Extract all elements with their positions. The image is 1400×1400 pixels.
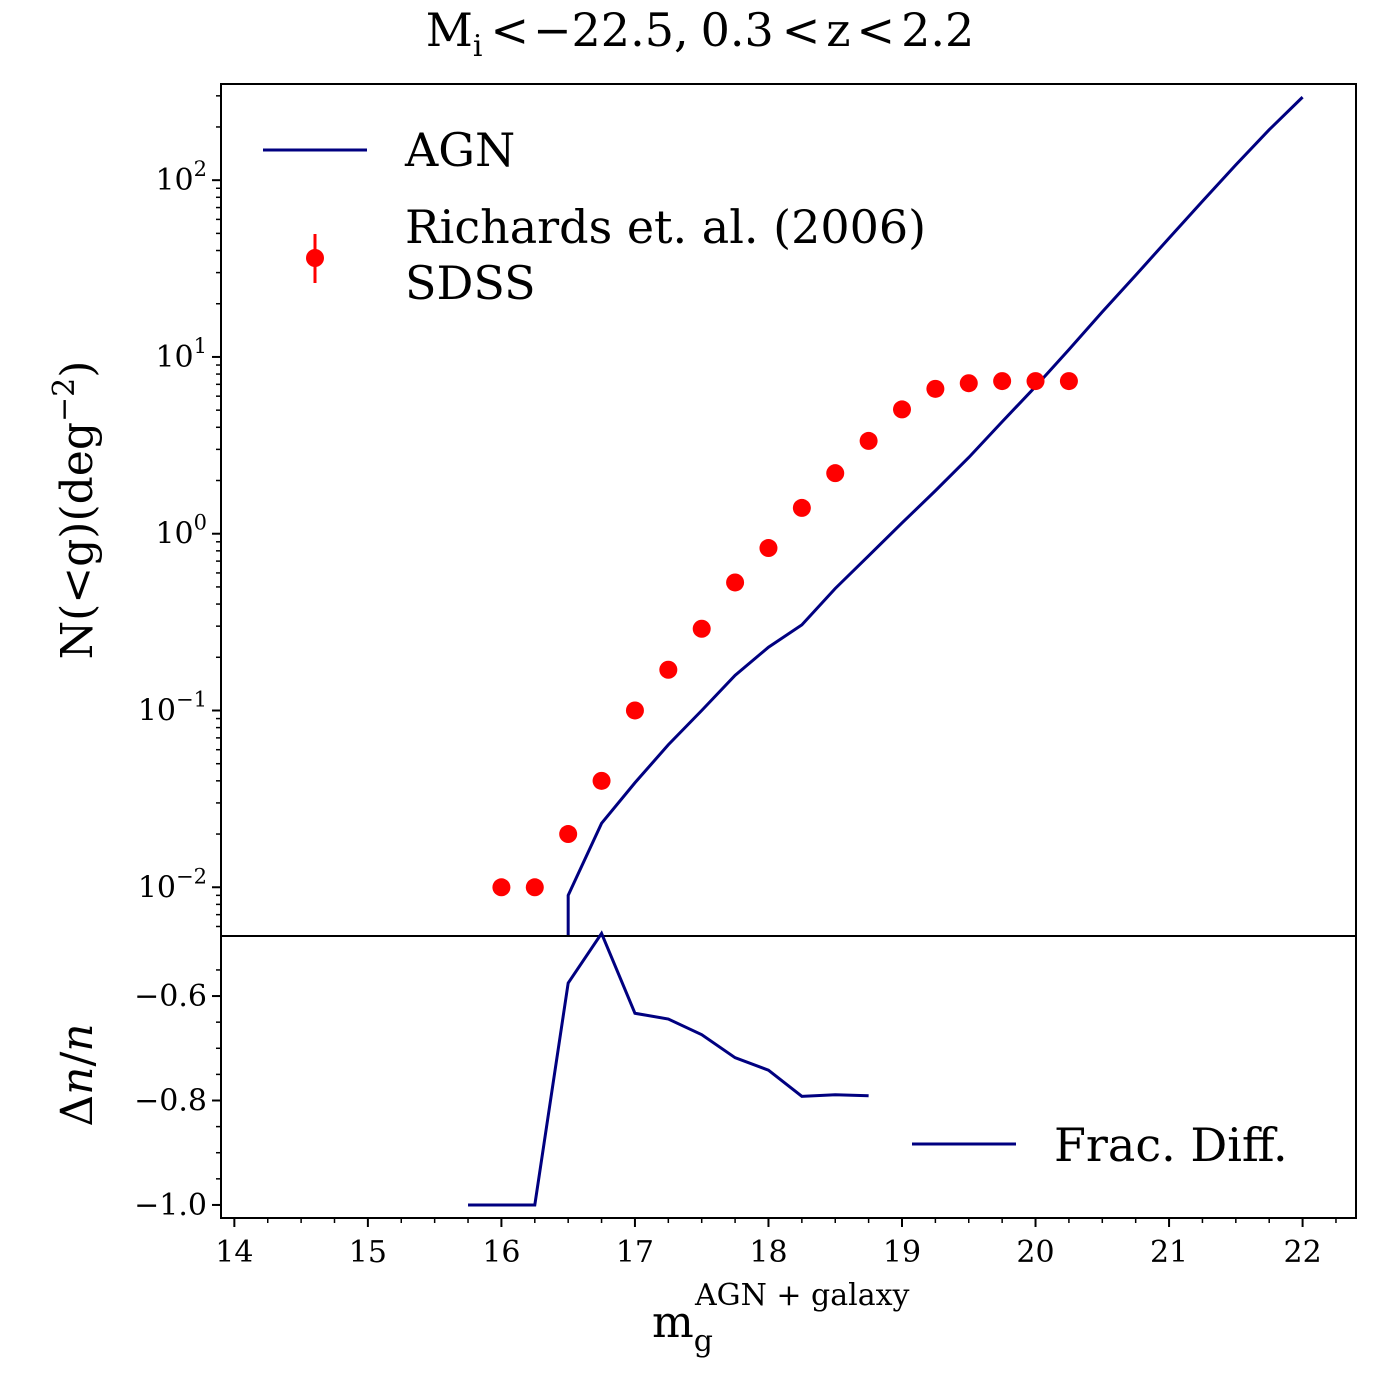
x-tick-label: 15 <box>349 1235 387 1270</box>
x-tick-label: 18 <box>749 1235 787 1270</box>
x-tick-label: 22 <box>1283 1235 1321 1270</box>
sdss-point <box>525 878 544 897</box>
x-axis-label: mgAGN + galaxy <box>652 1278 910 1359</box>
legend-sdss-marker <box>306 249 324 267</box>
bottom-panel-frame <box>220 935 1357 1219</box>
bottom-panel: −0.6 −0.8 −1.0 14 15 16 17 18 19 20 21 22 Δn/n mgA… <box>52 930 1357 1359</box>
agn-series-line <box>566 96 1304 936</box>
top-minor-ticks <box>216 95 221 928</box>
sdss-point <box>826 464 845 483</box>
sdss-point <box>625 701 644 720</box>
x-tick-label: 14 <box>215 1235 253 1270</box>
legend-frac-diff-label: Frac. Diff. <box>1054 1118 1288 1172</box>
top-y-tick-label: 10−1 <box>138 687 207 728</box>
sdss-point <box>559 825 578 844</box>
sdss-point <box>893 400 911 419</box>
frac-diff-series-line <box>468 930 869 1207</box>
legend-sdss-label-line2: SDSS <box>405 256 536 310</box>
sdss-point <box>726 573 745 592</box>
sdss-point <box>659 660 678 679</box>
bottom-y-axis-label: Δn/n <box>52 1023 103 1126</box>
x-tick-label: 19 <box>883 1235 921 1270</box>
top-y-tick-label: 10−2 <box>138 864 207 905</box>
sdss-point <box>959 374 978 393</box>
sdss-point <box>592 771 611 790</box>
bottom-y-tick-label: −1.0 <box>134 1188 207 1223</box>
bottom-y-ticks: −0.6 −0.8 −1.0 <box>134 969 221 1223</box>
x-tick-label: 20 <box>1016 1235 1054 1270</box>
bottom-y-tick-label: −0.8 <box>134 1084 207 1119</box>
sdss-point <box>492 878 511 897</box>
x-tick-label: 16 <box>482 1235 520 1270</box>
top-y-tick-label: 101 <box>155 334 207 375</box>
sdss-point <box>993 372 1012 391</box>
sdss-point <box>692 619 711 638</box>
sdss-point <box>1059 372 1078 391</box>
bottom-y-tick-label: −0.6 <box>134 979 207 1014</box>
top-y-tick-label: 102 <box>155 157 207 198</box>
sdss-point <box>792 498 811 517</box>
sdss-series-points <box>492 372 1078 897</box>
top-panel: 10−2 10−1 100 101 102 N(<g)(deg−2) AGN Richa… <box>47 83 1357 937</box>
top-y-axis-label: N(<g)(deg−2) <box>47 361 103 660</box>
top-y-ticks: 10−2 10−1 100 101 102 <box>138 157 221 905</box>
top-legend: AGN Richards et. al. (2006) SDSS <box>263 123 926 310</box>
sdss-point <box>1026 372 1045 391</box>
sdss-point <box>926 379 945 398</box>
sdss-point <box>759 539 778 558</box>
top-y-tick-label: 100 <box>155 511 207 552</box>
x-axis-ticks: 14 15 16 17 18 19 20 21 22 <box>215 1218 1337 1270</box>
legend-sdss-label-line1: Richards et. al. (2006) <box>405 200 926 254</box>
x-tick-label: 21 <box>1150 1235 1188 1270</box>
bottom-legend: Frac. Diff. <box>912 1118 1288 1172</box>
sdss-point <box>859 431 878 450</box>
chart-title: Mi <−22.5, 0.3 < z <2.2 <box>426 3 975 64</box>
x-tick-label: 17 <box>616 1235 654 1270</box>
legend-agn-label: AGN <box>404 123 515 177</box>
